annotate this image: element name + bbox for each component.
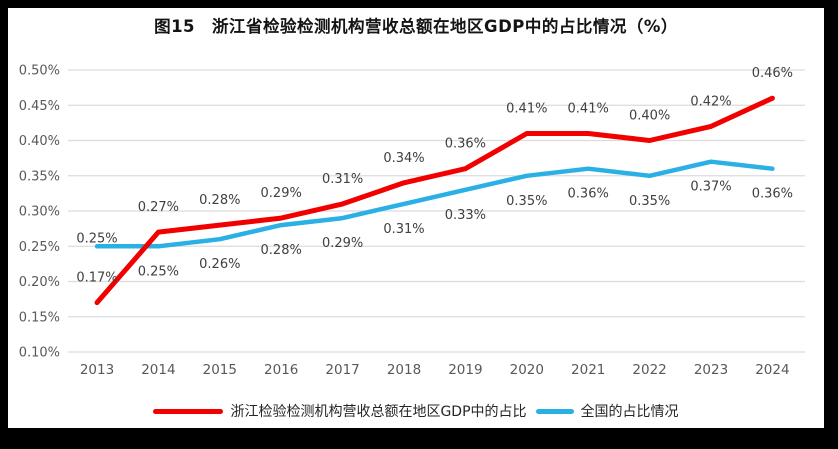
- svg-text:0.17%: 0.17%: [76, 271, 117, 286]
- svg-text:0.20%: 0.20%: [19, 275, 60, 290]
- svg-text:2013: 2013: [80, 362, 114, 378]
- line-chart: 0.50% 0.45% 0.40% 0.35% 0.30% 0.25% 0.20% 0.15%…: [19, 64, 805, 378]
- svg-text:0.26%: 0.26%: [199, 257, 240, 272]
- svg-text:2020: 2020: [510, 362, 544, 378]
- svg-text:0.41%: 0.41%: [568, 101, 609, 116]
- legend-item-national: 全国的占比情况: [535, 401, 679, 421]
- svg-text:0.31%: 0.31%: [322, 172, 363, 187]
- chart-title: 图15 浙江省检验检测机构营收总额在地区GDP中的占比情况（%）: [154, 17, 678, 36]
- svg-text:0.29%: 0.29%: [322, 236, 363, 251]
- svg-text:0.27%: 0.27%: [138, 200, 179, 215]
- svg-text:0.15%: 0.15%: [19, 310, 60, 325]
- svg-text:2018: 2018: [387, 362, 421, 378]
- svg-text:2021: 2021: [571, 362, 605, 378]
- svg-text:0.36%: 0.36%: [445, 137, 486, 152]
- svg-text:0.31%: 0.31%: [383, 222, 424, 237]
- svg-text:0.28%: 0.28%: [261, 243, 302, 258]
- svg-text:0.46%: 0.46%: [752, 66, 793, 81]
- svg-text:0.42%: 0.42%: [690, 94, 731, 109]
- svg-text:2023: 2023: [694, 362, 728, 378]
- svg-text:2014: 2014: [141, 362, 175, 378]
- svg-text:2019: 2019: [448, 362, 482, 378]
- svg-text:0.28%: 0.28%: [199, 193, 240, 208]
- svg-text:0.41%: 0.41%: [506, 101, 547, 116]
- svg-text:0.29%: 0.29%: [261, 186, 302, 201]
- svg-text:2022: 2022: [632, 362, 666, 378]
- chart-legend: 浙江检验检测机构营收总额在地区GDP中的占比 全国的占比情况: [8, 401, 824, 421]
- svg-text:0.35%: 0.35%: [629, 194, 670, 209]
- chart-canvas: 图15 浙江省检验检测机构营收总额在地区GDP中的占比情况（%） 0.50% 0.…: [8, 8, 824, 428]
- svg-text:0.25%: 0.25%: [138, 264, 179, 279]
- svg-text:0.35%: 0.35%: [506, 194, 547, 209]
- svg-text:0.40%: 0.40%: [19, 134, 60, 149]
- svg-text:0.35%: 0.35%: [19, 169, 60, 184]
- svg-text:0.33%: 0.33%: [445, 208, 486, 223]
- svg-text:0.50%: 0.50%: [19, 64, 60, 79]
- svg-text:0.25%: 0.25%: [76, 231, 117, 246]
- svg-text:0.25%: 0.25%: [19, 240, 60, 255]
- svg-text:2017: 2017: [325, 362, 359, 378]
- svg-text:0.37%: 0.37%: [690, 180, 731, 195]
- legend-label-zhejiang: 浙江检验检测机构营收总额在地区GDP中的占比: [230, 404, 527, 420]
- svg-text:0.36%: 0.36%: [752, 187, 793, 202]
- svg-text:0.40%: 0.40%: [629, 109, 670, 124]
- svg-text:0.34%: 0.34%: [383, 151, 424, 166]
- legend-blue-line-swatch: [535, 408, 574, 414]
- legend-label-national: 全国的占比情况: [580, 404, 679, 420]
- svg-text:0.10%: 0.10%: [19, 346, 60, 361]
- svg-text:2024: 2024: [755, 362, 789, 378]
- svg-text:2016: 2016: [264, 362, 298, 378]
- svg-text:0.30%: 0.30%: [19, 205, 60, 220]
- svg-text:2015: 2015: [203, 362, 237, 378]
- legend-red-line-swatch: [153, 408, 224, 414]
- svg-text:0.45%: 0.45%: [19, 99, 60, 114]
- legend-item-zhejiang: 浙江检验检测机构营收总额在地区GDP中的占比: [153, 401, 527, 421]
- svg-text:0.36%: 0.36%: [568, 187, 609, 202]
